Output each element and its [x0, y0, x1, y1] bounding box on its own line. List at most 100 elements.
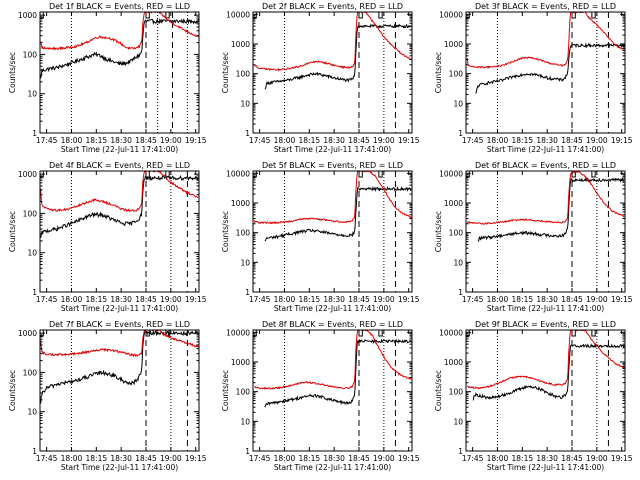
- plot-frame: [465, 11, 626, 134]
- y-tick-label: 10: [453, 258, 463, 267]
- y-axis-label: Counts/sec: [8, 211, 17, 252]
- x-tick-label: 18:45: [561, 454, 583, 463]
- x-tick-label: 19:15: [185, 136, 207, 145]
- events-series-line: [264, 338, 412, 408]
- panel-det-9f: 17:45 18:00 18:15 18:30 18:45 19:00 19:15 1 10 10…: [434, 320, 633, 472]
- events-series-line: [477, 177, 625, 242]
- x-tick-label: 19:15: [611, 295, 633, 304]
- x-tick-label: 18:15: [86, 136, 108, 145]
- events-series-line: [264, 185, 412, 242]
- y-axis-label: Counts/sec: [434, 370, 443, 411]
- x-axis-label: Start Time (22-Jul-11 17:41:00): [274, 304, 391, 313]
- panel-det-1f: 17:45 18:00 18:15 18:30 18:45 19:00 19:15 1 10 10…: [8, 2, 207, 154]
- y-axis-label: Counts/sec: [221, 211, 230, 252]
- y-tick-label: 100: [449, 229, 464, 238]
- y-tick-label: 100: [236, 229, 251, 238]
- x-tick-label: 19:00: [373, 454, 395, 463]
- y-tick-label: 1: [32, 129, 37, 138]
- x-tick-label: 19:00: [586, 454, 608, 463]
- y-tick-label: 1000: [231, 358, 250, 367]
- plot-frame: [252, 11, 413, 134]
- x-axis-label: Start Time (22-Jul-11 17:41:00): [487, 145, 604, 154]
- x-tick-label: 18:30: [536, 136, 558, 145]
- y-tick-label: 10: [27, 90, 37, 99]
- y-tick-label: 1000: [444, 199, 463, 208]
- x-tick-label: 19:00: [160, 295, 182, 304]
- x-tick-label: 18:15: [86, 454, 108, 463]
- lld-series-line: [466, 12, 625, 69]
- y-axis-label: Counts/sec: [434, 52, 443, 93]
- plot-frame: [39, 11, 200, 134]
- events-series-line: [264, 23, 412, 90]
- lld-series-line: [254, 12, 412, 72]
- y-axis-label: Counts/sec: [221, 370, 230, 411]
- y-tick-label: 100: [449, 70, 464, 79]
- x-axis-label: Start Time (22-Jul-11 17:41:00): [61, 304, 178, 313]
- panel-title: Det 2f BLACK = Events, RED = LLD: [262, 2, 403, 11]
- panel-title: Det 1f BLACK = Events, RED = LLD: [49, 2, 190, 11]
- events-series-line: [40, 330, 199, 404]
- y-tick-label: 10: [453, 99, 463, 108]
- interval-bracket: [591, 330, 596, 337]
- panel-title: Det 5f BLACK = Events, RED = LLD: [262, 161, 403, 170]
- x-tick-label: 18:00: [487, 454, 509, 463]
- lld-series-line: [40, 330, 199, 358]
- x-tick-label: 17:45: [462, 454, 484, 463]
- x-tick-label: 18:00: [61, 454, 83, 463]
- x-tick-label: 19:00: [373, 295, 395, 304]
- y-tick-label: 10000: [439, 169, 463, 178]
- x-tick-label: 18:30: [323, 295, 345, 304]
- x-tick-label: 19:00: [586, 295, 608, 304]
- x-tick-label: 19:15: [398, 454, 420, 463]
- y-tick-label: 10: [240, 99, 250, 108]
- y-tick-label: 100: [236, 70, 251, 79]
- y-tick-label: 100: [23, 368, 38, 377]
- y-tick-label: 1000: [231, 40, 250, 49]
- x-tick-label: 18:30: [536, 295, 558, 304]
- panel-title: Det 8f BLACK = Events, RED = LLD: [262, 320, 403, 329]
- y-tick-label: 100: [23, 50, 38, 59]
- x-tick-label: 19:00: [160, 454, 182, 463]
- y-tick-label: 100: [23, 209, 38, 218]
- x-tick-label: 18:15: [299, 454, 321, 463]
- x-tick-label: 19:00: [160, 136, 182, 145]
- x-tick-label: 17:45: [249, 454, 271, 463]
- interval-bracket: [165, 12, 170, 19]
- lld-series-line: [466, 330, 625, 390]
- x-tick-label: 18:00: [61, 136, 83, 145]
- y-tick-label: 1: [32, 288, 37, 297]
- x-axis-label: Start Time (22-Jul-11 17:41:00): [61, 145, 178, 154]
- x-tick-label: 18:15: [299, 295, 321, 304]
- lld-series-line: [253, 171, 412, 225]
- x-tick-label: 18:15: [512, 136, 534, 145]
- y-tick-label: 1: [458, 129, 463, 138]
- x-tick-label: 18:30: [110, 136, 132, 145]
- x-tick-label: 18:45: [135, 454, 157, 463]
- y-tick-label: 10000: [226, 10, 250, 19]
- x-tick-label: 17:45: [249, 295, 271, 304]
- y-tick-label: 1: [245, 288, 250, 297]
- x-tick-label: 18:45: [135, 295, 157, 304]
- x-axis-label: Start Time (22-Jul-11 17:41:00): [487, 304, 604, 313]
- y-axis-label: Counts/sec: [221, 52, 230, 93]
- plot-frame: [39, 329, 200, 452]
- y-tick-label: 10: [453, 417, 463, 426]
- y-tick-label: 1: [245, 447, 250, 456]
- x-tick-label: 19:15: [611, 454, 633, 463]
- interval-bracket: [591, 171, 596, 178]
- y-tick-label: 1000: [231, 199, 250, 208]
- panel-det-4f: 17:45 18:00 18:15 18:30 18:45 19:00 19:15 1 10 10…: [8, 161, 207, 313]
- panel-title: Det 3f BLACK = Events, RED = LLD: [475, 2, 616, 11]
- y-tick-label: 1: [245, 129, 250, 138]
- x-tick-label: 18:45: [348, 295, 370, 304]
- y-tick-label: 10: [240, 417, 250, 426]
- panel-title: Det 4f BLACK = Events, RED = LLD: [49, 161, 190, 170]
- panel-det-5f: 17:45 18:00 18:15 18:30 18:45 19:00 19:15 1 10 10…: [221, 161, 420, 313]
- events-series-line: [40, 17, 199, 79]
- y-tick-label: 10: [27, 249, 37, 258]
- x-tick-label: 18:00: [487, 136, 509, 145]
- x-tick-label: 18:30: [323, 136, 345, 145]
- x-tick-label: 18:00: [61, 295, 83, 304]
- panel-det-3f: 17:45 18:00 18:15 18:30 18:45 19:00 19:15 1 10 10…: [434, 2, 633, 154]
